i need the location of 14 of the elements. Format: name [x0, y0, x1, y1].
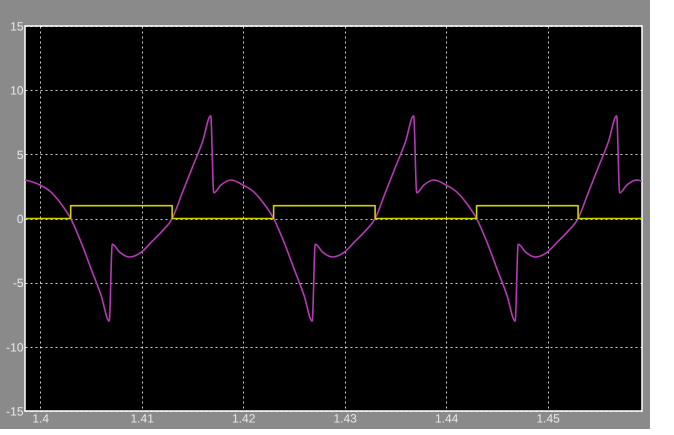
y-tick-label: 10 — [10, 84, 24, 98]
y-tick-label: -5 — [12, 276, 24, 290]
x-tick-label: 1.43 — [333, 412, 358, 426]
x-tick-label: 1.4 — [32, 412, 50, 426]
y-tick-label: 0 — [16, 212, 24, 226]
y-tick-label: -10 — [6, 340, 24, 354]
y-tick-label: 15 — [10, 20, 24, 34]
x-tick-label: 1.42 — [232, 412, 256, 426]
line-series — [25, 115, 642, 322]
x-tick-label: 1.41 — [130, 412, 154, 426]
x-tick-label: 1.45 — [536, 412, 560, 426]
x-tick-label: 1.44 — [434, 412, 459, 426]
y-tick-label: 5 — [16, 148, 24, 162]
y-tick-label: -15 — [6, 404, 24, 418]
